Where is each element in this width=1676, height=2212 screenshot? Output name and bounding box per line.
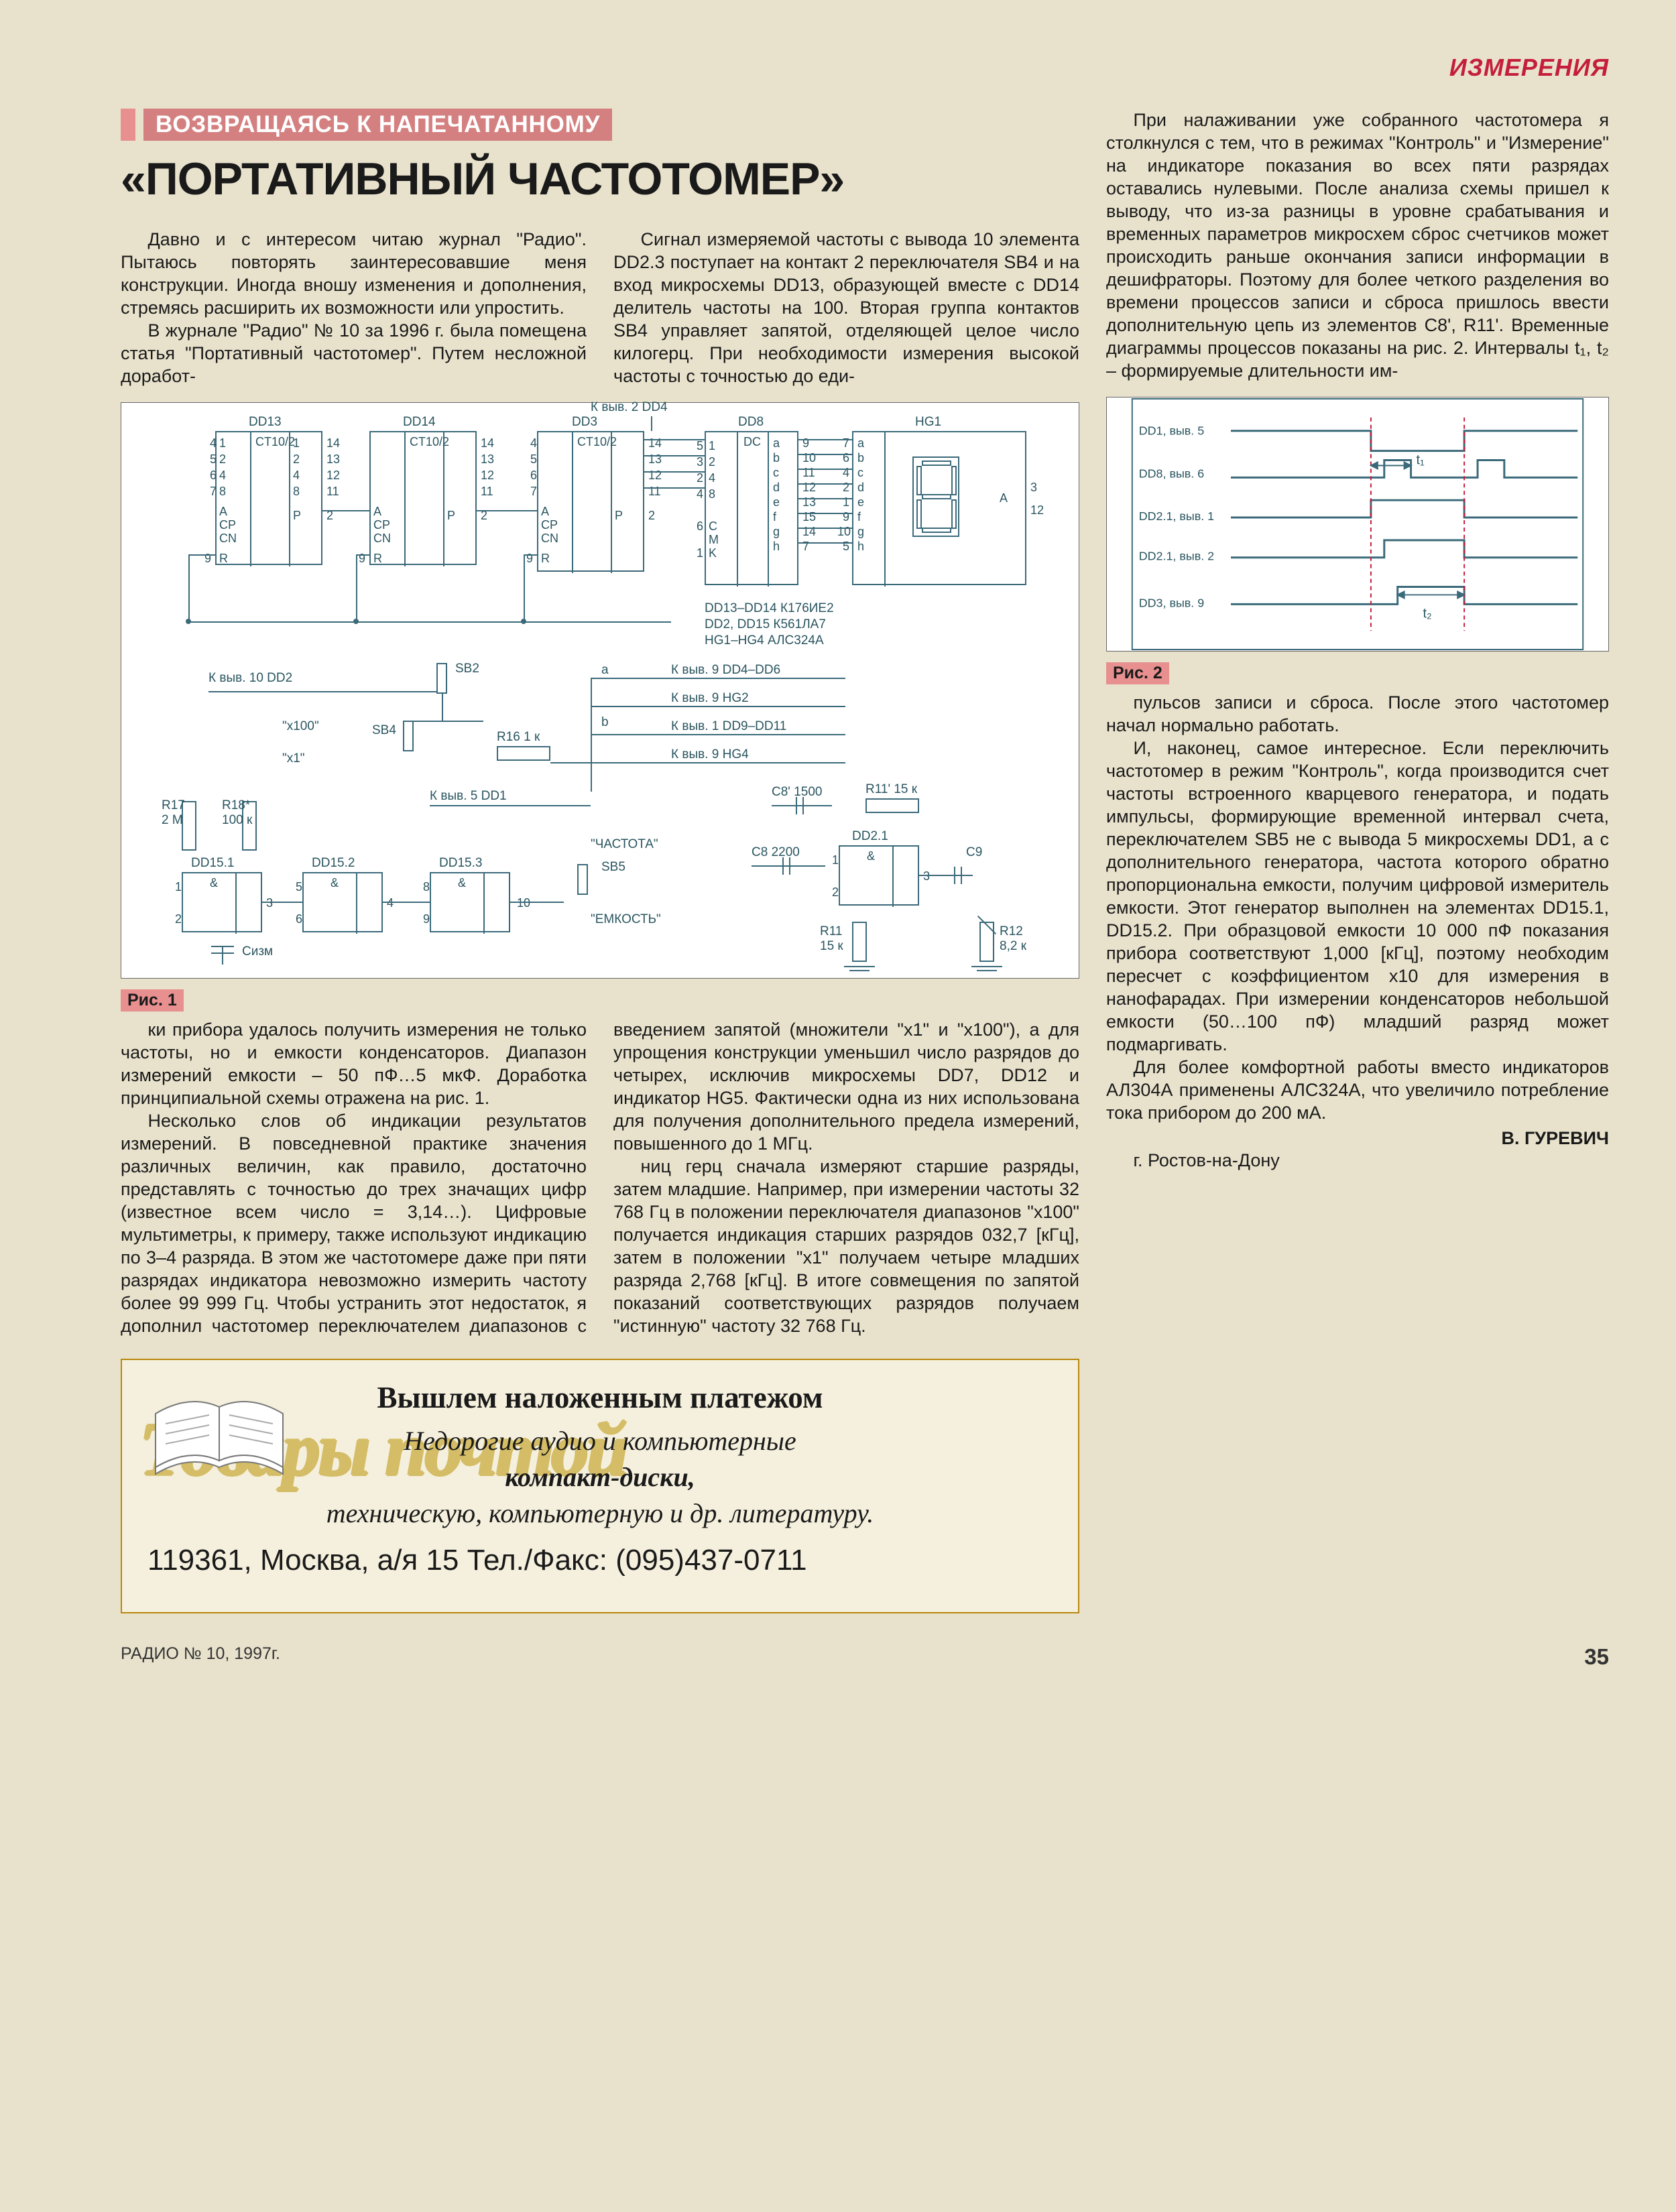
svg-text:DD3, выв. 9: DD3, выв. 9 bbox=[1139, 597, 1205, 610]
net-label: К выв. 9 HG2 bbox=[671, 691, 749, 706]
switch-label: SB5 bbox=[601, 860, 625, 875]
component-label: R11 15 к bbox=[820, 924, 843, 954]
net-label: "ЧАСТОТА" bbox=[591, 837, 658, 852]
aside-column: При налаживании уже собранного частотоме… bbox=[1106, 109, 1609, 1613]
gate-dd15-3: & 8 9 10 bbox=[430, 872, 510, 932]
legend: HG1–HG4 АЛС324А bbox=[705, 633, 824, 648]
article-title: «ПОРТАТИВНЫЙ ЧАСТОТОМЕР» bbox=[121, 153, 1079, 205]
component-label: R18* 100 к bbox=[222, 798, 252, 828]
net-label: "x1" bbox=[282, 751, 305, 766]
advertisement: Товары почтой Вышлем наложенным платежом… bbox=[121, 1359, 1079, 1613]
figure-1-label: Рис. 1 bbox=[121, 989, 184, 1011]
component-label: R11' 15 к bbox=[865, 782, 917, 797]
net-label: "x100" bbox=[282, 719, 319, 734]
chip-dd8: DC 1 2 4 8 C M K 5 3 2 4 6 1 a b c d e f bbox=[705, 431, 798, 585]
legend: DD13–DD14 К176ИЕ2 bbox=[705, 601, 834, 616]
page-footer: РАДИО № 10, 1997г. 35 bbox=[121, 1644, 1609, 1670]
intro-columns: Давно и с интересом читаю журнал "Радио"… bbox=[121, 228, 1079, 387]
svg-text:DD8, выв. 6: DD8, выв. 6 bbox=[1139, 467, 1205, 481]
footer-page-number: 35 bbox=[1584, 1644, 1609, 1670]
gate-dd2-1: & 1 2 3 bbox=[839, 845, 919, 906]
chip-dd14: CT10/2 A CP CN R 9 P 14 13 12 11 2 bbox=[369, 431, 477, 565]
component-label: C8 2200 bbox=[752, 845, 800, 860]
component-label: R17 2 М bbox=[162, 798, 185, 828]
net-label: a bbox=[601, 663, 609, 678]
city: г. Ростов-на-Дону bbox=[1106, 1149, 1609, 1172]
seven-segment-icon bbox=[912, 456, 959, 537]
banner-text: ВОЗВРАЩАЯСЬ К НАПЕЧАТАННОМУ bbox=[143, 109, 612, 141]
switch-label: SB2 bbox=[455, 662, 479, 676]
net-label: К выв. 9 HG4 bbox=[671, 747, 749, 762]
chip-label: DD14 bbox=[403, 415, 436, 430]
gate-label: DD2.1 bbox=[852, 829, 888, 844]
chip-label: HG1 bbox=[915, 415, 941, 430]
svg-text:DD2.1, выв. 2: DD2.1, выв. 2 bbox=[1139, 550, 1214, 563]
gate-dd15-2: & 5 6 4 bbox=[302, 872, 383, 932]
component-label: R12 8,2 к bbox=[1000, 924, 1026, 954]
gate-label: DD15.1 bbox=[191, 856, 234, 871]
svg-text:DD1, выв. 5: DD1, выв. 5 bbox=[1139, 424, 1205, 438]
banner-accent bbox=[121, 109, 135, 141]
figure-1-schematic: CT10/2 4 5 6 7 1 2 4 8 A CP CN R 9 1 2 4… bbox=[121, 402, 1079, 979]
timing-t1: t₁ bbox=[1417, 453, 1425, 468]
component-label: Сизм bbox=[242, 944, 273, 959]
net-label: К выв. 2 DD4 bbox=[591, 400, 668, 415]
para: В журнале "Радио" № 10 за 1996 г. была п… bbox=[121, 319, 587, 387]
para: Сигнал измеряемой частоты с вывода 10 эл… bbox=[613, 228, 1079, 387]
net-label: К выв. 1 DD9–DD11 bbox=[671, 719, 786, 734]
footer-issue: РАДИО № 10, 1997г. bbox=[121, 1644, 280, 1670]
ad-address: 119361, Москва, а/я 15 Тел./Факс: (095)4… bbox=[147, 1544, 1053, 1577]
net-label: К выв. 10 DD2 bbox=[208, 671, 292, 686]
para: Для более комфортной работы вместо индик… bbox=[1106, 1056, 1609, 1124]
chip-dd3: CT10/2 A CP CN R 9 P 2 14 13 12 11 4 5 6… bbox=[537, 431, 644, 572]
timing-t2: t₂ bbox=[1423, 606, 1431, 621]
timing-svg: t₁ t₂ DD1, выв. 5 DD8, выв. 6 DD2.1, выв… bbox=[1107, 397, 1608, 651]
ad-heading: Вышлем наложенным платежом bbox=[147, 1380, 1053, 1415]
para: пульсов записи и сброса. После этого час… bbox=[1106, 691, 1609, 737]
legend: DD2, DD15 К561ЛА7 bbox=[705, 617, 826, 632]
ad-line: компакт-диски, bbox=[147, 1459, 1053, 1495]
net-label: "ЕМКОСТЬ" bbox=[591, 912, 661, 927]
gate-label: DD15.2 bbox=[312, 856, 355, 871]
author: В. ГУРЕВИЧ bbox=[1106, 1128, 1609, 1149]
rubric-banner: ВОЗВРАЩАЯСЬ К НАПЕЧАТАННОМУ bbox=[121, 109, 1079, 141]
chip-label: DD13 bbox=[249, 415, 282, 430]
net-label: К выв. 9 DD4–DD6 bbox=[671, 663, 780, 678]
para: Давно и с интересом читаю журнал "Радио"… bbox=[121, 228, 587, 319]
page-content: ВОЗВРАЩАЯСЬ К НАПЕЧАТАННОМУ «ПОРТАТИВНЫЙ… bbox=[121, 109, 1609, 1613]
component-label: R16 1 к bbox=[497, 730, 540, 745]
para: При налаживании уже собранного частотоме… bbox=[1106, 109, 1609, 382]
section-header: ИЗМЕРЕНИЯ bbox=[121, 54, 1609, 82]
main-column: ВОЗВРАЩАЯСЬ К НАПЕЧАТАННОМУ «ПОРТАТИВНЫЙ… bbox=[121, 109, 1079, 1613]
para: ниц герц сначала измеряют старшие разряд… bbox=[613, 1155, 1079, 1337]
figure-2-label: Рис. 2 bbox=[1106, 662, 1169, 684]
para: ки прибора удалось получить измерения не… bbox=[121, 1018, 587, 1109]
para: И, наконец, самое интересное. Если перек… bbox=[1106, 737, 1609, 1056]
ad-line: техническую, компьютерную и др. литерату… bbox=[147, 1495, 1053, 1532]
ad-line: Недорогие аудио и компьютерные bbox=[147, 1423, 1053, 1459]
chip-dd13: CT10/2 4 5 6 7 1 2 4 8 A CP CN R 9 1 2 4… bbox=[215, 431, 322, 565]
gate-dd15-1: & 1 2 3 bbox=[182, 872, 262, 932]
svg-text:DD2.1, выв. 1: DD2.1, выв. 1 bbox=[1139, 509, 1214, 523]
switch-label: SB4 bbox=[372, 723, 396, 738]
net-label: b bbox=[601, 715, 609, 730]
component-label: C9 bbox=[966, 845, 982, 860]
below-columns: ки прибора удалось получить измерения не… bbox=[121, 1018, 1079, 1337]
chip-label: DD3 bbox=[572, 415, 597, 430]
net-label: К выв. 5 DD1 bbox=[430, 789, 507, 804]
gate-label: DD15.3 bbox=[439, 856, 482, 871]
figure-2-timing: t₁ t₂ DD1, выв. 5 DD8, выв. 6 DD2.1, выв… bbox=[1106, 397, 1609, 652]
chip-label: DD8 bbox=[738, 415, 764, 430]
